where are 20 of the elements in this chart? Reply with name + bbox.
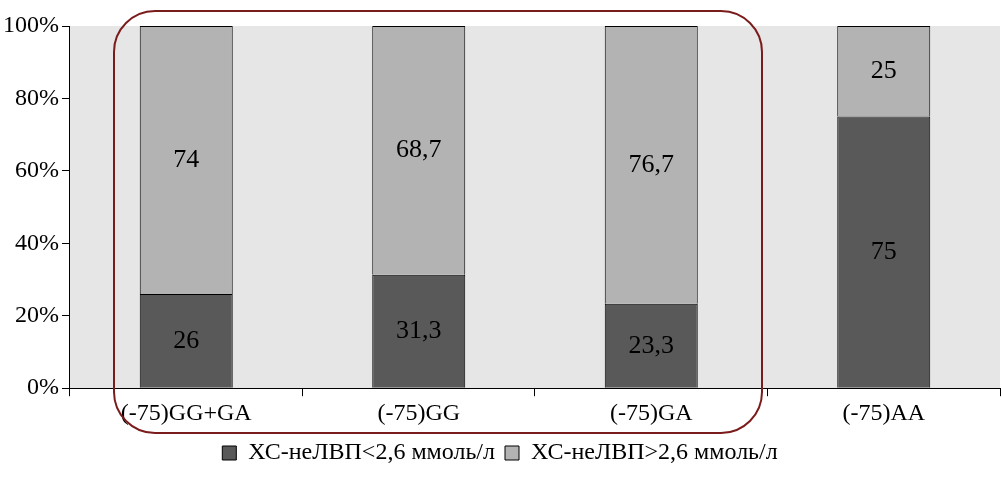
data-label: 74 — [173, 143, 200, 173]
y-tick-label: 60% — [14, 156, 59, 183]
data-label: 75 — [870, 235, 897, 265]
data-label: 23,3 — [628, 329, 674, 359]
legend-label: ХС-неЛВП>2,6 ммоль/л — [531, 438, 778, 465]
data-label: 76,7 — [628, 148, 674, 178]
y-tick-label: 0% — [26, 373, 59, 400]
data-label: 25 — [870, 55, 897, 85]
y-tick-label: 20% — [14, 301, 59, 328]
y-tick-label: 40% — [14, 228, 59, 255]
legend-label: ХС-неЛВП<2,6 ммоль/л — [248, 438, 496, 465]
data-label: 26 — [173, 324, 200, 354]
y-tick-label: 100% — [2, 11, 59, 38]
x-tick-label: (-75)GG+GA — [120, 398, 253, 425]
y-tick-label: 80% — [14, 83, 59, 110]
x-tick-label: (-75)GA — [609, 398, 694, 425]
data-label: 31,3 — [396, 315, 442, 345]
x-tick-label: (-75)GG — [377, 398, 461, 425]
x-tick-label: (-75)AA — [842, 398, 926, 425]
data-label: 68,7 — [396, 134, 442, 164]
